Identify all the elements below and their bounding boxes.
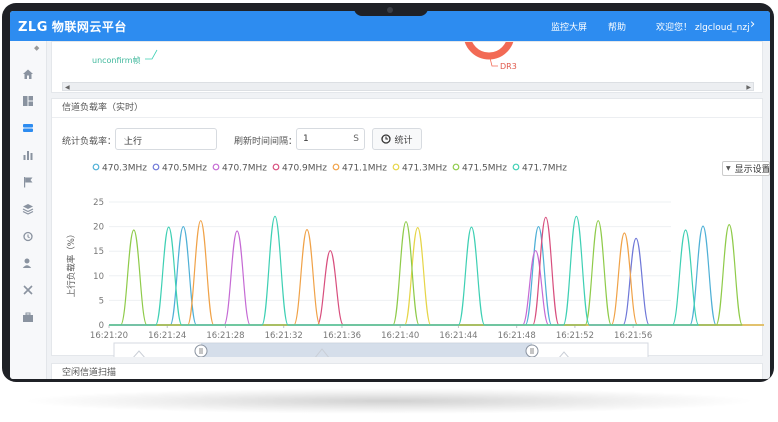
legend-marker-3 [272,163,280,171]
channel-load-chart: 470.3MHz 470.5MHz 470.7MHz 470.9MHz 471.1MHz… [66,163,764,357]
device-notch [354,4,428,16]
series-line-7 [109,215,700,326]
series-line-1 [109,237,764,326]
nav-monitor-screen[interactable]: 监控大屏 [551,23,588,33]
display-settings-label: 显示设置 [734,165,770,175]
x-tick-label-3: 16:21:32 [265,331,303,341]
screen: ZLG 物联网云平台 监控大屏 帮助 欢迎您！ zlgcloud_nzj › ◆ [10,11,770,379]
series-line-3 [109,216,764,326]
series-line-0 [109,225,717,326]
idle-channel-scan-card: 空闲信道扫描 [51,363,763,379]
statistics-button[interactable]: 统计 [372,128,422,150]
user-menu-arrow-icon[interactable]: › [750,17,756,32]
legend-label-6: 471.5MHz [462,164,507,174]
legend-label-7: 471.7MHz [522,164,567,174]
y-tick-label-0: 0 [99,321,104,331]
brand-logo: ZLG [18,20,48,35]
refresh-interval-label: 刷新时间间隔： [234,137,298,147]
refresh-interval-value: 1 [303,134,309,144]
x-tick-label-7: 16:21:48 [498,331,536,341]
scroll-left-icon[interactable]: ◀ [65,84,70,91]
legend-marker-2 [212,163,220,171]
series-line-5 [109,226,764,326]
x-tick-label-0: 16:21:20 [90,331,128,341]
legend-label-3: 470.9MHz [282,164,327,174]
legend-marker-1 [152,163,160,171]
y-tick-label-3: 15 [93,247,104,257]
chevron-down-icon: ⌵ [124,134,131,143]
main-content: unconfirm帧 DR3 ◀ ▶ 信道负载率（实时） 统计负载率： 上行 ⌵… [51,41,770,379]
ring-leader-line-right [488,53,498,67]
layers-icon[interactable] [21,202,35,216]
legend-marker-0 [92,163,100,171]
stat-type-value: 上行 [124,137,143,147]
x-tick-label-2: 16:21:28 [206,331,244,341]
ring-label-dr3: DR3 [500,62,517,71]
legend-marker-6 [452,163,460,171]
series-line-4 [109,220,764,326]
home-icon[interactable] [21,67,35,81]
legend-marker-7 [512,163,520,171]
legend-label-2: 470.7MHz [222,164,267,174]
ring-leader-line-left [145,49,158,60]
x-tick-label-5: 16:21:40 [381,331,419,341]
tools-icon[interactable] [21,283,35,297]
toolbox-icon[interactable] [21,310,35,324]
zoom-slider-preview[interactable] [132,348,570,357]
sidebar-collapse-icon[interactable]: ◆ [34,44,40,52]
legend-marker-4 [332,163,340,171]
nav-help[interactable]: 帮助 [608,23,627,33]
dropdown-arrow-icon: ▼ [726,165,731,172]
device-shadow [20,388,758,414]
channel-load-card: 信道负载率（实时） 统计负载率： 上行 ⌵ 刷新时间间隔： 1 S 统计 ▼ [51,98,770,357]
series-line-2 [109,230,764,326]
user-welcome[interactable]: 欢迎您！ zlgcloud_nzj [656,23,750,33]
legend-label-5: 471.3MHz [402,164,447,174]
idle-channel-scan-title: 空闲信道扫描 [62,368,117,378]
horizontal-scrollbar[interactable]: ◀ ▶ [62,82,754,91]
ring-chart-right [464,42,514,60]
x-tick-label-1: 16:21:24 [148,331,186,341]
y-tick-label-5: 25 [93,198,104,208]
statistics-icon[interactable] [21,148,35,162]
user-settings-icon[interactable] [21,256,35,270]
ring-charts [145,42,514,67]
frame-stats-card: unconfirm帧 DR3 ◀ ▶ [51,41,763,93]
device-frame: ZLG 物联网云平台 监控大屏 帮助 欢迎您！ zlgcloud_nzj › ◆ [2,3,774,382]
top-bar: ZLG 物联网云平台 监控大屏 帮助 欢迎您！ zlgcloud_nzj › [10,11,770,41]
alarm-icon[interactable] [21,229,35,243]
brand-name: 物联网云平台 [51,20,127,34]
zoom-handle-left-grip[interactable] [199,348,203,354]
clock-icon [381,134,392,144]
legend-label-0: 470.3MHz [102,164,147,174]
refresh-interval-unit: S [353,134,359,144]
scroll-right-icon[interactable]: ▶ [746,84,751,91]
channel-load-title: 信道负载率（实时） [52,99,762,118]
zoom-handle-right-grip[interactable] [530,348,534,354]
gateway-icon[interactable] [21,121,35,135]
camera-dot [387,7,393,13]
dashboard-icon[interactable] [21,94,35,108]
display-settings-button[interactable]: ▼ 显示设置 [722,161,770,176]
stat-type-select[interactable]: 上行 ⌵ [115,128,217,150]
y-axis-label: 上行负载率（%） [66,230,77,298]
y-tick-label-1: 5 [99,296,104,306]
x-tick-label-9: 16:21:56 [614,331,652,341]
sidebar: ◆ [10,41,47,379]
x-tick-label-4: 16:21:36 [323,331,361,341]
flag-icon[interactable] [21,175,35,189]
x-tick-label-8: 16:21:52 [556,331,594,341]
legend-label-1: 470.5MHz [162,164,207,174]
y-tick-label-2: 10 [93,272,104,282]
refresh-interval-input[interactable]: 1 S [296,128,365,150]
ring-label-unconfirm: unconfirm帧 [92,56,141,65]
legend-marker-5 [392,163,400,171]
legend-label-4: 471.1MHz [342,164,387,174]
brand[interactable]: ZLG 物联网云平台 [18,18,127,35]
stat-type-label: 统计负载率： [62,137,117,147]
x-tick-label-6: 16:21:44 [439,331,477,341]
zoom-slider-selection[interactable] [201,343,532,357]
y-tick-label-4: 20 [93,223,104,233]
statistics-button-label: 统计 [394,135,413,146]
